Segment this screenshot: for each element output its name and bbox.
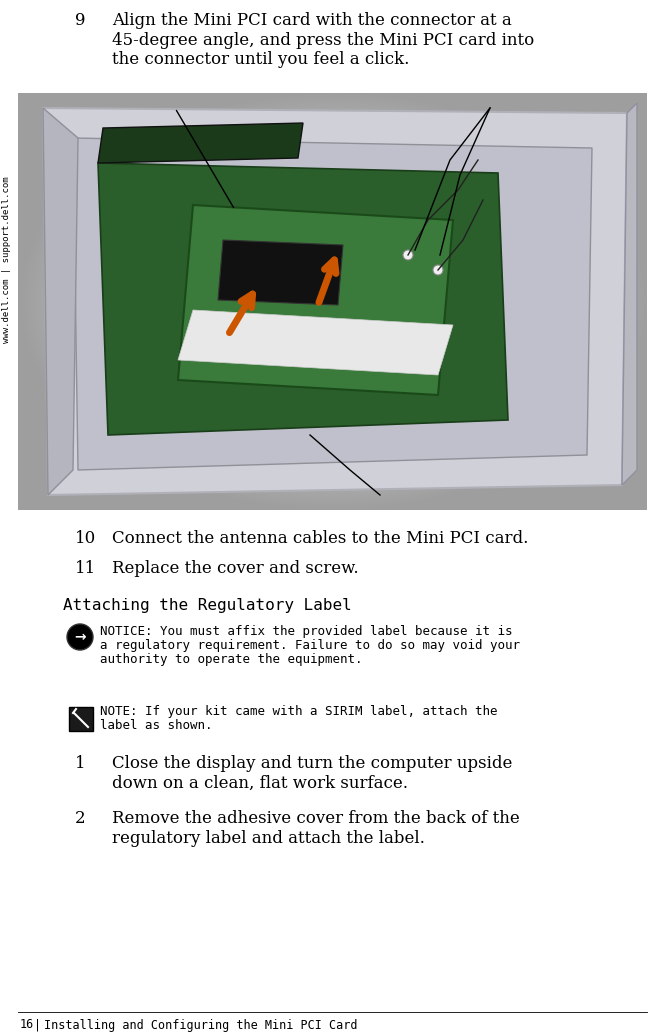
Text: Mini PCI card: Mini PCI card	[75, 100, 178, 112]
Text: Replace the cover and screw.: Replace the cover and screw.	[112, 560, 358, 577]
Text: www.dell.com | support.dell.com: www.dell.com | support.dell.com	[3, 176, 11, 344]
Text: Attaching the Regulatory Label: Attaching the Regulatory Label	[63, 598, 352, 613]
Text: 1: 1	[75, 755, 86, 772]
Text: Align the Mini PCI card with the connector at a
45-degree angle, and press the M: Align the Mini PCI card with the connect…	[112, 12, 534, 68]
Text: a regulatory requirement. Failure to do so may void your: a regulatory requirement. Failure to do …	[100, 639, 520, 652]
Text: label as shown.: label as shown.	[100, 719, 213, 732]
Text: Installing and Configuring the Mini PCI Card: Installing and Configuring the Mini PCI …	[44, 1019, 358, 1032]
Text: 2: 2	[75, 810, 86, 827]
Text: NOTE: If your kit came with a SIRIM label, attach the: NOTE: If your kit came with a SIRIM labe…	[100, 705, 497, 718]
Text: antenna cables: antenna cables	[455, 100, 566, 112]
Text: Remove the adhesive cover from the back of the
regulatory label and attach the l: Remove the adhesive cover from the back …	[112, 810, 520, 846]
Text: |: |	[34, 1019, 41, 1032]
Text: Mini PCI card connector: Mini PCI card connector	[365, 493, 547, 506]
Text: 16: 16	[20, 1019, 35, 1032]
Text: →: →	[74, 630, 86, 644]
Text: NOTICE: You must affix the provided label because it is: NOTICE: You must affix the provided labe…	[100, 625, 513, 638]
Text: 10: 10	[75, 530, 96, 547]
Text: authority to operate the equipment.: authority to operate the equipment.	[100, 653, 362, 666]
Text: 11: 11	[75, 560, 96, 577]
FancyBboxPatch shape	[69, 707, 93, 731]
Text: 9: 9	[75, 12, 86, 29]
Text: Close the display and turn the computer upside
down on a clean, flat work surfac: Close the display and turn the computer …	[112, 755, 512, 792]
Circle shape	[67, 624, 93, 650]
Text: Connect the antenna cables to the Mini PCI card.: Connect the antenna cables to the Mini P…	[112, 530, 529, 547]
